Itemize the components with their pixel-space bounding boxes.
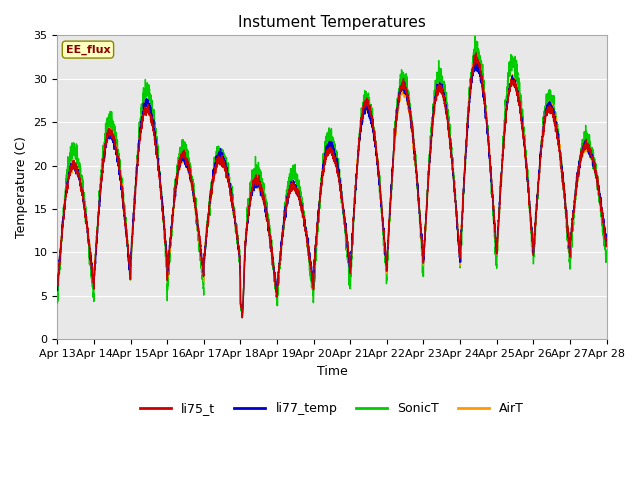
X-axis label: Time: Time [317,365,348,378]
Y-axis label: Temperature (C): Temperature (C) [15,136,28,238]
Title: Instument Temperatures: Instument Temperatures [238,15,426,30]
Legend: li75_t, li77_temp, SonicT, AirT: li75_t, li77_temp, SonicT, AirT [135,397,529,420]
Text: EE_flux: EE_flux [66,45,110,55]
